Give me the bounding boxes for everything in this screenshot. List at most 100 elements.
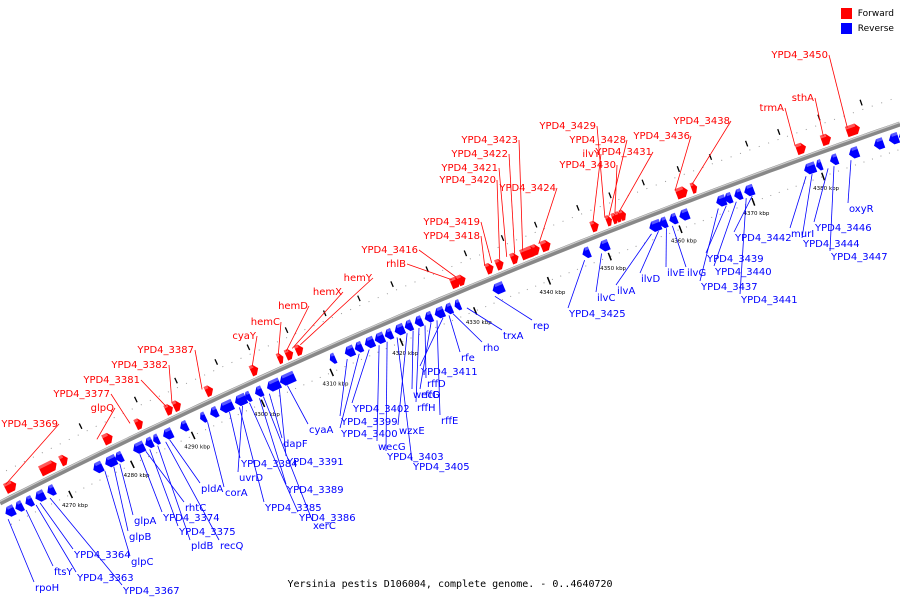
scale-tick-label: 4270 kbp [62, 503, 88, 509]
forward-gene-glyph [38, 460, 57, 477]
leader-line [691, 120, 732, 185]
leader-line [110, 393, 131, 424]
leader-line [237, 405, 243, 473]
forward-marker [676, 166, 680, 173]
reverse-gene-label: YPD4_3386 [298, 513, 356, 524]
reverse-gene-label: wecG [378, 442, 406, 453]
leader-line [5, 423, 60, 485]
forward-gene-label: hemY [344, 273, 373, 284]
scale-tick [821, 172, 826, 181]
leader-line [339, 353, 360, 429]
forward-gene-glyph [456, 274, 466, 287]
forward-marker [859, 99, 863, 106]
reverse-gene-label: ilvG [687, 268, 706, 279]
forward-marker [533, 221, 538, 228]
scale-tick-label: 4280 kbp [124, 473, 150, 479]
reverse-label: Reverse [857, 23, 894, 34]
forward-marker [174, 377, 178, 384]
forward-gene-label: YPD4_3382 [110, 360, 168, 371]
forward-gene-label: YPD4_3419 [422, 217, 480, 228]
forward-gene-glyph [275, 352, 284, 365]
leader-line [847, 160, 852, 204]
leader-line [49, 497, 123, 586]
forward-gene-glyph [674, 186, 688, 200]
leader-line [35, 504, 77, 573]
scale-tick-label: 4340 kbp [539, 290, 565, 296]
scale-tick-label: 4290 kbp [184, 444, 210, 450]
forward-gene-glyph [133, 418, 143, 431]
leader-line [608, 139, 628, 217]
leader-line [813, 168, 829, 223]
reverse-gene-label: dapF [283, 439, 308, 450]
leader-line [7, 518, 35, 583]
reverse-gene-glyph [816, 159, 824, 171]
leader-line [618, 151, 654, 213]
leader-line [140, 379, 167, 407]
forward-gene-label: rhlB [386, 259, 406, 270]
scale-tick [68, 490, 74, 499]
leader-line [480, 235, 486, 266]
reverse-gene-glyph [255, 385, 265, 398]
reverse-gene-glyph [492, 281, 506, 295]
reverse-gene-glyph [200, 411, 208, 423]
forward-swatch [840, 8, 852, 19]
reverse-gene-glyph [716, 194, 728, 207]
forward-gene-label: YPD4_3428 [568, 135, 626, 146]
reverse-swatch [840, 23, 852, 34]
forward-gene-label: YPD4_3422 [450, 149, 508, 160]
forward-marker [744, 140, 749, 147]
reverse-gene-glyph [394, 322, 407, 336]
reverse-gene-glyph [15, 500, 26, 512]
forward-gene-glyph [248, 364, 259, 377]
reverse-gene-label: rpoH [35, 583, 59, 594]
forward-gene-glyph [509, 252, 519, 265]
reverse-gene-glyph [734, 188, 744, 200]
leader-line [96, 407, 116, 440]
reverse-gene-label: oxyR [849, 204, 874, 215]
forward-marker [357, 295, 361, 302]
leader-line [498, 167, 508, 257]
leader-line [411, 330, 414, 390]
forward-gene-label: YPD4_3418 [422, 231, 480, 242]
reverse-gene-label: YPD4_3363 [76, 573, 134, 584]
reverse-gene-glyph [888, 132, 900, 145]
reverse-gene-label: YPD4_3440 [714, 267, 772, 278]
forward-gene-glyph [819, 133, 832, 147]
reverse-gene-label: YPD4_3399 [340, 417, 398, 428]
leader-line [165, 441, 220, 541]
forward-gene-glyph [526, 245, 536, 258]
leader-line [406, 263, 452, 280]
leader-line [801, 174, 813, 239]
leader-line [25, 509, 54, 567]
forward-label: Forward [857, 8, 894, 19]
leader-line [396, 337, 413, 462]
leader-line [229, 411, 241, 459]
reverse-gene-glyph [47, 484, 57, 496]
leader-line [287, 385, 309, 425]
leader-line [595, 253, 602, 293]
forward-gene-glyph [604, 215, 612, 227]
reverse-gene-label: corA [225, 488, 248, 499]
forward-gene-glyph [494, 258, 504, 271]
reverse-gene-glyph [235, 392, 249, 407]
reverse-gene-glyph [830, 153, 840, 166]
forward-gene-label: YPD4_3431 [594, 147, 652, 158]
forward-gene-label: YPD4_3450 [770, 50, 828, 61]
leader-line [538, 187, 558, 245]
reverse-gene-label: glpC [131, 557, 153, 568]
leader-line [415, 327, 420, 403]
leader-line [789, 176, 807, 229]
genome-backbone-highlight [0, 122, 900, 503]
reverse-gene-label: YPD4_3374 [162, 513, 220, 524]
leader-line [508, 153, 516, 254]
reverse-gene-glyph [424, 310, 435, 323]
forward-gene-label: trmA [760, 103, 785, 114]
reverse-gene-glyph [364, 335, 377, 349]
reverse-gene-glyph [744, 183, 756, 197]
reverse-gene-glyph [25, 495, 36, 507]
reverse-gene-label: rffG [421, 390, 440, 401]
leader-line [279, 389, 287, 457]
reverse-gene-glyph [374, 331, 387, 344]
leader-line [104, 470, 131, 557]
reverse-gene-label: YPD4_3364 [73, 550, 131, 561]
